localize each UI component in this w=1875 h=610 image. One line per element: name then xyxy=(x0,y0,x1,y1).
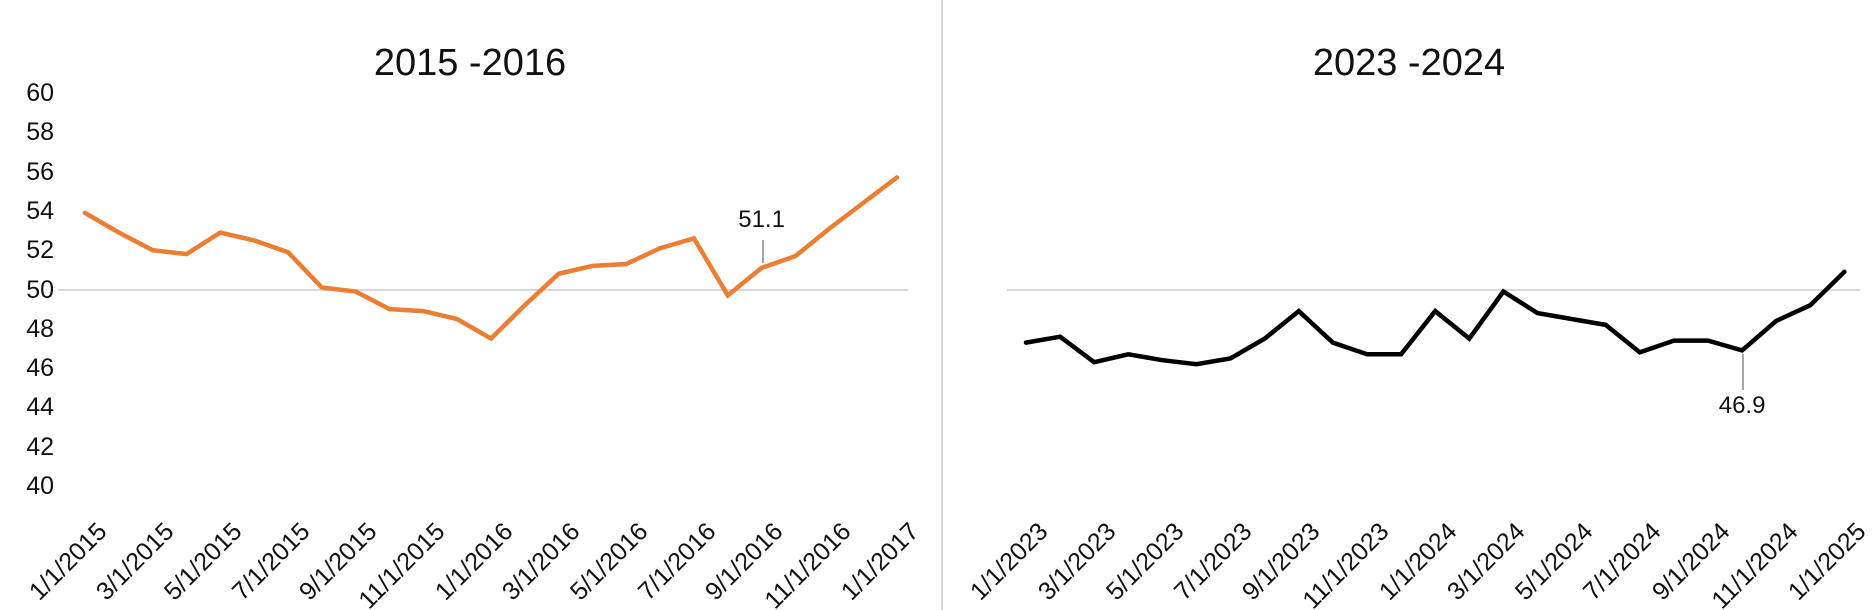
chart-title-right: 2023 -2024 xyxy=(1312,41,1506,84)
y-tick-label: 60 xyxy=(26,79,54,107)
gridline-50 xyxy=(1007,288,1860,291)
y-tick-label: 58 xyxy=(26,118,54,147)
chart-panel-2015-2016: 2015 -2016 60 58 56 54 52 50 48 46 44 42 40 1/1/201… xyxy=(23,41,924,610)
y-tick-label: 48 xyxy=(26,314,54,343)
y-tick-label: 50 xyxy=(26,275,54,304)
y-tick-label: 44 xyxy=(26,393,54,422)
annotation-leader-line xyxy=(1742,354,1745,391)
series-line xyxy=(1023,269,1847,367)
y-tick-label: 56 xyxy=(26,157,54,186)
annotation-leader-line xyxy=(761,239,764,263)
chart-panel-2023-2024: 2023 -2024 1/1/2023 3/1/2023 5/1/2023 7/1/2… xyxy=(943,0,1875,610)
data-label-annotation: 51.1 xyxy=(738,205,785,233)
y-tick-label: 40 xyxy=(26,472,54,500)
y-tick-label: 42 xyxy=(26,432,54,461)
data-label-annotation: 46.9 xyxy=(1718,392,1766,420)
gridline-50 xyxy=(58,288,908,291)
series-line xyxy=(82,175,900,342)
y-tick-label: 46 xyxy=(26,354,54,383)
y-tick-label: 54 xyxy=(26,196,54,225)
line-plot xyxy=(82,175,900,342)
panel-divider xyxy=(941,0,943,610)
y-tick-label: 52 xyxy=(26,236,54,265)
chart-title-left: 2015 -2016 xyxy=(373,41,567,84)
line-plot xyxy=(1023,269,1847,367)
